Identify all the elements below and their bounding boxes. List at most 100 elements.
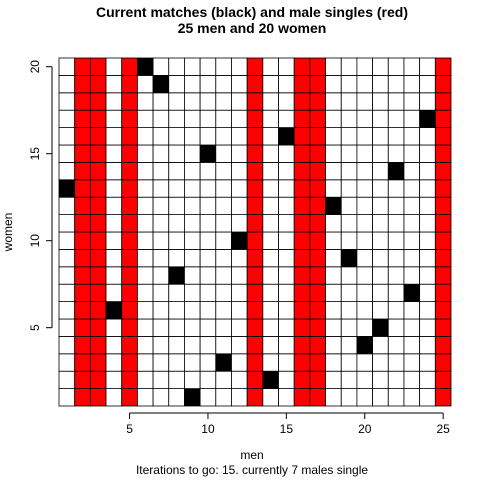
single-man-cell	[434, 335, 452, 355]
single-man-cell	[309, 109, 326, 128]
cell	[262, 196, 279, 215]
single-man-cell	[246, 196, 264, 215]
cell	[403, 353, 421, 372]
cell	[58, 214, 76, 233]
cell	[168, 370, 185, 390]
single-man-cell	[246, 231, 264, 250]
cell	[184, 301, 201, 320]
cell	[152, 144, 170, 163]
single-man-cell	[89, 179, 107, 198]
single-man-cell	[309, 214, 326, 233]
cell	[105, 144, 123, 163]
cell	[231, 283, 248, 303]
match-cell	[168, 266, 185, 285]
cell	[184, 318, 201, 337]
cell	[105, 370, 123, 390]
cell	[419, 231, 436, 250]
single-man-cell	[89, 231, 107, 250]
cell	[403, 388, 421, 407]
match-cell	[58, 179, 76, 198]
cell	[419, 388, 436, 407]
cell	[325, 248, 342, 268]
single-man-cell	[309, 231, 326, 250]
cell	[58, 144, 76, 163]
cell	[325, 214, 342, 233]
cell	[184, 92, 201, 111]
cell	[184, 266, 201, 285]
cell	[152, 92, 170, 111]
cell	[278, 301, 295, 320]
cell	[184, 353, 201, 372]
single-man-cell	[246, 179, 264, 198]
single-man-cell	[309, 57, 326, 76]
cell	[325, 144, 342, 163]
cell	[419, 283, 436, 303]
cell	[168, 179, 185, 198]
cell	[58, 248, 76, 268]
single-man-cell	[89, 109, 107, 128]
cell	[356, 301, 374, 320]
cell	[419, 248, 436, 268]
cell	[403, 248, 421, 268]
single-man-cell	[293, 75, 311, 94]
cell	[340, 161, 358, 181]
cell	[105, 283, 123, 303]
cell	[325, 179, 342, 198]
single-man-cell	[74, 57, 91, 76]
single-man-cell	[89, 75, 107, 94]
cell	[58, 283, 76, 303]
cell	[231, 318, 248, 337]
single-man-cell	[309, 388, 326, 407]
single-man-cell	[309, 266, 326, 285]
cell	[231, 127, 248, 146]
single-man-cell	[246, 161, 264, 181]
cell	[340, 109, 358, 128]
single-man-cell	[121, 109, 138, 128]
cell	[262, 388, 279, 407]
match-cell	[152, 75, 170, 94]
cell	[403, 301, 421, 320]
single-man-cell	[121, 248, 138, 268]
cell	[199, 353, 217, 372]
cell	[184, 161, 201, 181]
cell	[199, 196, 217, 215]
cell	[136, 318, 154, 337]
cell	[105, 127, 123, 146]
cell	[58, 388, 76, 407]
single-man-cell	[309, 161, 326, 181]
cell	[403, 144, 421, 163]
single-man-cell	[293, 301, 311, 320]
match-cell	[419, 109, 436, 128]
cell	[278, 179, 295, 198]
cell	[419, 92, 436, 111]
single-man-cell	[74, 335, 91, 355]
cell	[58, 196, 76, 215]
single-man-cell	[293, 318, 311, 337]
cell	[278, 57, 295, 76]
cell	[168, 75, 185, 94]
single-man-cell	[74, 353, 91, 372]
cell	[105, 75, 123, 94]
cell	[58, 266, 76, 285]
match-cell	[372, 318, 389, 337]
single-man-cell	[89, 335, 107, 355]
cell	[231, 179, 248, 198]
cell	[419, 301, 436, 320]
cell	[387, 335, 405, 355]
x-tick-label: 20	[358, 422, 372, 436]
cell	[168, 353, 185, 372]
cell	[136, 388, 154, 407]
cell	[199, 231, 217, 250]
cell	[372, 196, 389, 215]
single-man-cell	[434, 231, 452, 250]
single-man-cell	[246, 92, 264, 111]
cell	[325, 266, 342, 285]
cell	[168, 388, 185, 407]
cell	[199, 283, 217, 303]
match-cell	[105, 301, 123, 320]
axes: 5 10 15 20 25 5 10 15 20	[28, 60, 450, 436]
cell	[278, 283, 295, 303]
cell	[403, 214, 421, 233]
y-tick-label: 10	[28, 234, 42, 248]
cell	[215, 283, 232, 303]
